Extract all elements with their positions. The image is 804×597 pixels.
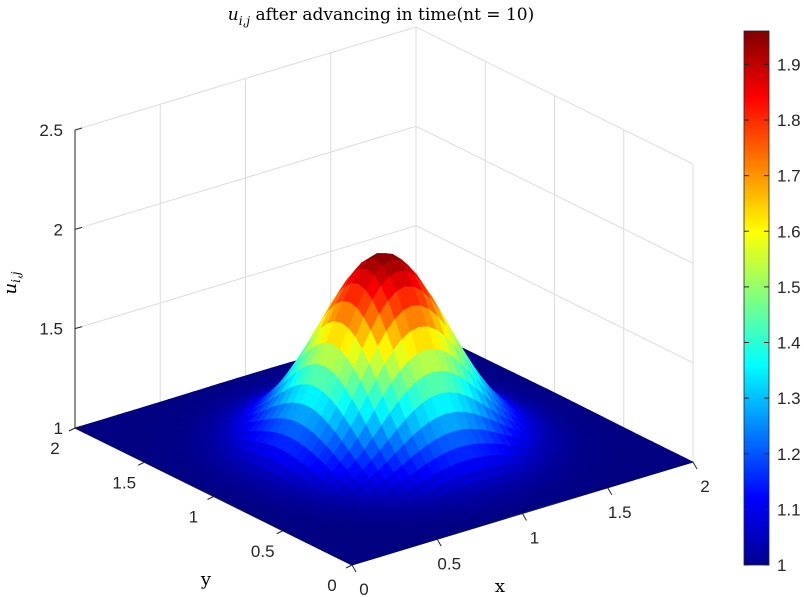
title-text: after advancing in time(nt = 10) bbox=[250, 5, 534, 25]
x-tick-mark bbox=[522, 513, 527, 521]
z-tick-mark bbox=[74, 425, 83, 429]
z-tick-mark bbox=[74, 326, 83, 330]
colorbar-tick-label: 1.2 bbox=[777, 445, 801, 464]
x-tick-label: 1.5 bbox=[608, 503, 632, 522]
colorbar-tick-label: 1 bbox=[777, 556, 786, 575]
z-tick-label: 2 bbox=[54, 220, 63, 239]
y-axis-label: y bbox=[200, 569, 212, 590]
colorbar-tick-label: 1.3 bbox=[777, 389, 801, 408]
colorbar-ticks: 1 1.1 1.2 1.3 1.4 1.5 1.6 1.7 1.8 1.9 bbox=[744, 55, 801, 575]
y-tick-mark bbox=[276, 530, 283, 535]
z-tick-labels: 1 1.5 2 2.5 bbox=[39, 121, 83, 438]
zlabel-math-sub: i,j bbox=[9, 271, 23, 283]
y-tick-mark bbox=[68, 427, 76, 432]
title-math: u bbox=[228, 5, 239, 25]
z-tick-label: 1.5 bbox=[39, 320, 63, 339]
z-tick-mark bbox=[74, 226, 83, 230]
colorbar-tick-label: 1.1 bbox=[777, 500, 801, 519]
x-axis-label: x bbox=[495, 576, 505, 597]
y-tick-mark bbox=[207, 496, 214, 500]
zlabel-math: u bbox=[0, 283, 21, 295]
x-tick-label: 0 bbox=[359, 580, 368, 597]
z-axis-label: ui,j bbox=[0, 271, 23, 294]
surface-plot bbox=[74, 253, 694, 566]
y-tick-label: 1 bbox=[189, 508, 198, 527]
y-tick-label: 2 bbox=[50, 439, 59, 458]
x-tick-mark bbox=[436, 539, 442, 547]
surface-patch bbox=[344, 558, 362, 566]
colorbar-tick-label: 1.8 bbox=[777, 111, 801, 130]
colorbar-tick-label: 1.6 bbox=[777, 222, 801, 241]
x-tick-mark bbox=[607, 487, 613, 495]
x-tick-mark bbox=[351, 564, 357, 573]
colorbar-tick-label: 1.4 bbox=[777, 334, 801, 353]
chart-title: ui,j after advancing in time(nt = 10) bbox=[228, 5, 534, 28]
colorbar-tick-label: 1.5 bbox=[777, 278, 801, 297]
x-tick-labels: 0 0.5 1 1.5 2 bbox=[351, 461, 710, 597]
y-tick-label: 0 bbox=[327, 576, 336, 595]
y-tick-label: 0.5 bbox=[251, 542, 275, 561]
z-tick-label: 1 bbox=[54, 419, 63, 438]
y-tick-mark bbox=[138, 461, 145, 466]
colorbar bbox=[743, 30, 770, 566]
y-tick-label: 1.5 bbox=[112, 473, 136, 492]
colorbar-tick-label: 1.9 bbox=[777, 55, 801, 74]
z-tick-label: 2.5 bbox=[39, 121, 63, 140]
y-tick-labels: 0 0.5 1 1.5 2 bbox=[50, 427, 353, 595]
z-tick-mark bbox=[74, 127, 83, 131]
x-tick-label: 0.5 bbox=[437, 554, 461, 573]
x-tick-label: 1 bbox=[530, 529, 539, 548]
x-tick-mark bbox=[692, 461, 698, 470]
title-math-sub: i,j bbox=[239, 14, 251, 28]
x-tick-label: 2 bbox=[700, 477, 709, 496]
y-tick-mark bbox=[345, 564, 353, 569]
colorbar-tick-label: 1.7 bbox=[777, 167, 801, 186]
